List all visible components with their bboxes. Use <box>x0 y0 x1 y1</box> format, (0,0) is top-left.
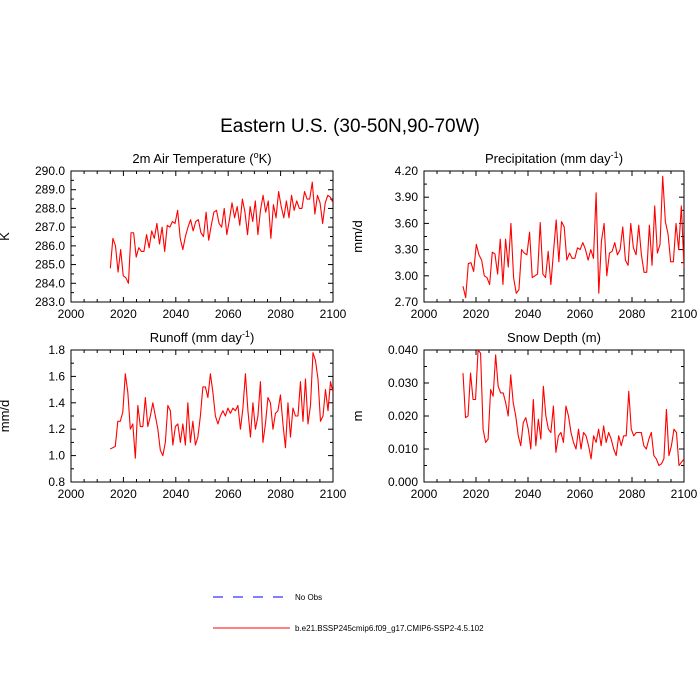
x-tick-label: 2060 <box>567 307 594 321</box>
x-tick-label: 2020 <box>463 307 490 321</box>
x-tick-label: 2060 <box>215 487 242 501</box>
x-tick-label: 2100 <box>320 487 347 501</box>
y-tick-label: 3.00 <box>395 269 419 283</box>
panel-title-main: Snow Depth (m) <box>507 330 601 345</box>
y-tick-label: 286.0 <box>35 239 65 253</box>
panel-title: Runoff (mm day-1) <box>150 329 255 345</box>
legend-model-label: b.e21.BSSP245cmip6.f09_g17.CMIP6-SSP2-4.… <box>295 624 484 633</box>
panel-frame <box>423 170 685 303</box>
panel-snd: Snow Depth (m) m 2000 2020 2040 2060 2080 2100 0… <box>350 330 698 501</box>
series-line-runoff <box>110 352 333 459</box>
panel-title-main: Precipitation (mm day <box>485 151 611 166</box>
y-tick-label: 0.020 <box>388 409 418 423</box>
y-tick-label: 289.0 <box>35 183 65 197</box>
y-tick-label: 3.30 <box>395 243 419 257</box>
y-tick-label: 288.0 <box>35 201 65 215</box>
panel-runoff: Runoff (mm day-1) mm/d 2000 2020 2040 2060 208… <box>0 329 347 501</box>
y-tick-label: 1.8 <box>48 343 65 357</box>
panel-title-main: Runoff (mm day <box>150 330 243 345</box>
series-line-pr <box>462 175 684 299</box>
x-tick-label: 2040 <box>515 487 542 501</box>
y-tick-label: 285.0 <box>35 258 65 272</box>
x-tick-label: 2100 <box>671 487 698 501</box>
panel-tas: 2m Air Temperature (oK) K 2000 2020 2040 2060… <box>0 150 347 321</box>
x-tick-label: 2040 <box>162 307 189 321</box>
y-axis-label: K <box>0 232 12 241</box>
panel-title-main: 2m Air Temperature ( <box>132 151 254 166</box>
panel-title-sup: -1 <box>611 150 619 160</box>
y-tick-label: 287.0 <box>35 220 65 234</box>
panel-title: Snow Depth (m) <box>507 330 601 345</box>
y-tick-label: 1.0 <box>48 449 65 463</box>
y-axis-label: m <box>350 411 365 422</box>
x-tick-label: 2100 <box>320 307 347 321</box>
x-tick-label: 2060 <box>567 487 594 501</box>
y-axis-label: mm/d <box>0 400 12 433</box>
page-title: Eastern U.S. (30-50N,90-70W) <box>220 116 480 137</box>
x-tick-label: 2080 <box>619 307 646 321</box>
series-line-snd <box>462 350 684 467</box>
x-tick-label: 2080 <box>267 487 294 501</box>
panel-frame <box>70 349 334 483</box>
legend-obs-label: No Obs <box>295 593 322 602</box>
y-tick-label: 4.20 <box>395 164 419 178</box>
y-tick-label: 283.0 <box>35 295 65 309</box>
y-tick-label: 3.60 <box>395 216 419 230</box>
x-tick-label: 2060 <box>215 307 242 321</box>
x-tick-label: 2020 <box>463 487 490 501</box>
x-tick-label: 2020 <box>110 487 137 501</box>
legend: No Obs b.e21.BSSP245cmip6.f09_g17.CMIP6-… <box>213 593 484 633</box>
y-tick-label: 0.030 <box>388 376 418 390</box>
panel-title: 2m Air Temperature (oK) <box>132 150 271 166</box>
x-tick-label: 2000 <box>411 307 438 321</box>
x-tick-label: 2000 <box>411 487 438 501</box>
panel-title: Precipitation (mm day-1) <box>485 150 623 166</box>
y-tick-label: 3.90 <box>395 190 419 204</box>
panels: 2m Air Temperature (oK) K 2000 2020 2040 2060… <box>0 150 698 501</box>
panel-title-end: K) <box>259 151 272 166</box>
panel-title-sup: -1 <box>242 329 250 339</box>
x-tick-label: 2100 <box>671 307 698 321</box>
panel-title-end: ) <box>250 330 254 345</box>
y-tick-label: 0.040 <box>388 343 418 357</box>
x-tick-label: 2020 <box>110 307 137 321</box>
panel-title-sup: o <box>254 150 259 160</box>
series-line-tas <box>109 181 333 284</box>
x-tick-label: 2040 <box>515 307 542 321</box>
y-tick-label: 2.70 <box>395 295 419 309</box>
y-tick-label: 1.4 <box>48 396 65 410</box>
panel-frame <box>70 170 334 303</box>
y-tick-label: 1.2 <box>48 422 65 436</box>
x-tick-label: 2080 <box>267 307 294 321</box>
y-tick-label: 0.010 <box>388 442 418 456</box>
x-tick-label: 2000 <box>58 307 85 321</box>
x-tick-label: 2040 <box>162 487 189 501</box>
x-tick-label: 2080 <box>619 487 646 501</box>
y-tick-label: 284.0 <box>35 276 65 290</box>
y-tick-label: 0.8 <box>48 475 65 489</box>
y-tick-label: 290.0 <box>35 164 65 178</box>
y-axis-label: mm/d <box>350 220 365 253</box>
y-tick-label: 0.000 <box>388 475 418 489</box>
y-tick-label: 1.6 <box>48 369 65 383</box>
x-tick-label: 2000 <box>58 487 85 501</box>
panel-pr: Precipitation (mm day-1) mm/d 2000 2020 2040… <box>350 150 698 321</box>
panel-title-end: ) <box>619 151 623 166</box>
